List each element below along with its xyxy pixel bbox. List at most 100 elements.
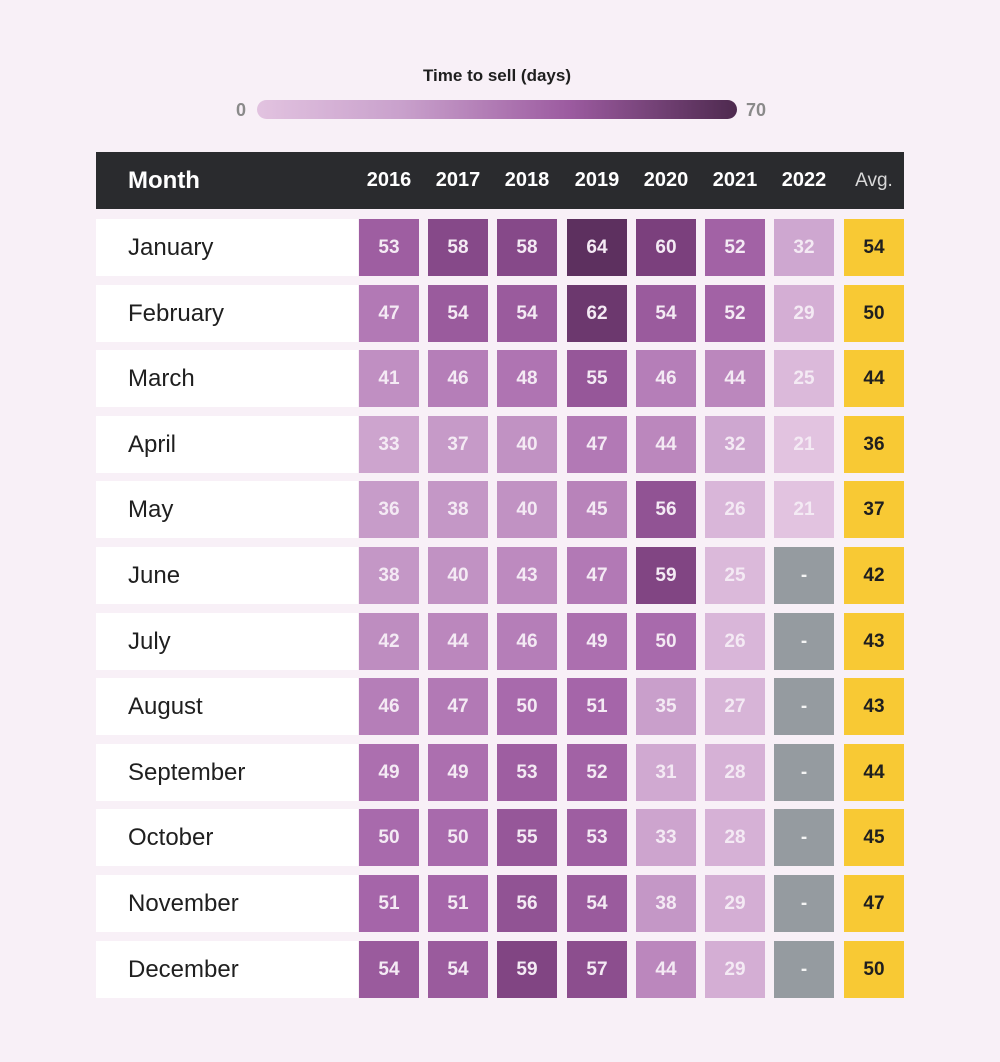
heatmap-cell-february-2016: 47 — [359, 285, 419, 342]
month-label: June — [128, 562, 181, 589]
heatmap-cell-november-2019: 54 — [567, 875, 627, 932]
heatmap-cell-april-2022: 21 — [774, 416, 834, 473]
month-label: July — [128, 628, 171, 655]
header-year-2022: 2022 — [781, 169, 827, 191]
heatmap-cell-november-2017: 51 — [428, 875, 488, 932]
heatmap-cell-may-2018: 40 — [497, 481, 557, 538]
heatmap-cell-july-2020: 50 — [636, 613, 696, 670]
heatmap-cell-march-2017: 46 — [428, 350, 488, 407]
heatmap-cell-june-2017: 40 — [428, 547, 488, 604]
table-row-may: May — [96, 481, 358, 538]
header-year-2021: 2021 — [712, 169, 758, 191]
heatmap-cell-december-2018: 59 — [497, 941, 557, 998]
heatmap-cell-january-2022: 32 — [774, 219, 834, 276]
legend-min-label: 0 — [236, 100, 247, 120]
average-cell-august: 43 — [844, 678, 904, 735]
legend-max-label: 70 — [746, 100, 767, 120]
heatmap-cell-july-2022: - — [774, 613, 834, 670]
heatmap-cell-august-2022: - — [774, 678, 834, 735]
heatmap-cell-october-2018: 55 — [497, 809, 557, 866]
heatmap-cell-june-2020: 59 — [636, 547, 696, 604]
heatmap-cell-april-2021: 32 — [705, 416, 765, 473]
heatmap-cell-march-2018: 48 — [497, 350, 557, 407]
heatmap-cell-june-2021: 25 — [705, 547, 765, 604]
heatmap-cell-october-2016: 50 — [359, 809, 419, 866]
header-year-2018: 2018 — [504, 169, 550, 191]
table-row-june: June — [96, 547, 358, 604]
average-cell-may: 37 — [844, 481, 904, 538]
heatmap-cell-april-2018: 40 — [497, 416, 557, 473]
month-label: September — [128, 759, 246, 786]
heatmap-cell-july-2016: 42 — [359, 613, 419, 670]
table-row-february: February — [96, 285, 358, 342]
heatmap-cell-november-2016: 51 — [359, 875, 419, 932]
table-row-november: November — [96, 875, 358, 932]
heatmap-cell-april-2019: 47 — [567, 416, 627, 473]
average-cell-february: 50 — [844, 285, 904, 342]
table-row-july: July — [96, 613, 358, 670]
heatmap-cell-april-2020: 44 — [636, 416, 696, 473]
month-label: January — [128, 234, 214, 261]
heatmap-cell-june-2016: 38 — [359, 547, 419, 604]
legend-color-bar — [257, 100, 737, 119]
header-year-2017: 2017 — [435, 169, 481, 191]
heatmap-cell-june-2018: 43 — [497, 547, 557, 604]
heatmap-cell-august-2020: 35 — [636, 678, 696, 735]
table-row-january: January — [96, 219, 358, 276]
heatmap-cell-september-2021: 28 — [705, 744, 765, 801]
table-row-march: March — [96, 350, 358, 407]
heatmap-cell-september-2020: 31 — [636, 744, 696, 801]
heatmap-cell-september-2017: 49 — [428, 744, 488, 801]
heatmap-cell-january-2020: 60 — [636, 219, 696, 276]
heatmap-cell-december-2022: - — [774, 941, 834, 998]
heatmap-cell-may-2020: 56 — [636, 481, 696, 538]
average-cell-october: 45 — [844, 809, 904, 866]
month-label: March — [128, 365, 195, 392]
heatmap-cell-january-2018: 58 — [497, 219, 557, 276]
heatmap-cell-april-2017: 37 — [428, 416, 488, 473]
heatmap-cell-january-2017: 58 — [428, 219, 488, 276]
heatmap-cell-august-2016: 46 — [359, 678, 419, 735]
table-row-april: April — [96, 416, 358, 473]
heatmap-cell-february-2020: 54 — [636, 285, 696, 342]
month-label: February — [128, 300, 225, 327]
month-label: October — [128, 824, 214, 851]
heatmap-cell-september-2018: 53 — [497, 744, 557, 801]
heatmap-cell-february-2017: 54 — [428, 285, 488, 342]
heatmap-cell-november-2022: - — [774, 875, 834, 932]
header-year-2020: 2020 — [643, 169, 689, 191]
heatmap-cell-september-2016: 49 — [359, 744, 419, 801]
header-year-2016: 2016 — [366, 169, 412, 191]
heatmap-cell-july-2021: 26 — [705, 613, 765, 670]
header-year-2019: 2019 — [574, 169, 620, 191]
heatmap-cell-october-2019: 53 — [567, 809, 627, 866]
average-cell-june: 42 — [844, 547, 904, 604]
heatmap-cell-december-2016: 54 — [359, 941, 419, 998]
month-label: November — [128, 890, 239, 917]
heatmap-cell-january-2021: 52 — [705, 219, 765, 276]
heatmap-cell-march-2016: 41 — [359, 350, 419, 407]
heatmap-cell-december-2021: 29 — [705, 941, 765, 998]
average-cell-september: 44 — [844, 744, 904, 801]
month-label: April — [128, 431, 177, 458]
average-cell-november: 47 — [844, 875, 904, 932]
month-label: December — [128, 956, 239, 983]
heatmap-cell-april-2016: 33 — [359, 416, 419, 473]
heatmap-cell-august-2019: 51 — [567, 678, 627, 735]
legend-title: Time to sell (days) — [422, 66, 571, 85]
heatmap-cell-january-2016: 53 — [359, 219, 419, 276]
month-label: May — [128, 496, 174, 523]
heatmap-cell-november-2018: 56 — [497, 875, 557, 932]
heatmap-cell-february-2022: 29 — [774, 285, 834, 342]
heatmap-cell-march-2019: 55 — [567, 350, 627, 407]
heatmap-cell-july-2017: 44 — [428, 613, 488, 670]
header-avg: Avg. — [855, 170, 893, 191]
heatmap-cell-october-2021: 28 — [705, 809, 765, 866]
heatmap-cell-december-2017: 54 — [428, 941, 488, 998]
heatmap-cell-september-2022: - — [774, 744, 834, 801]
heatmap-cell-october-2020: 33 — [636, 809, 696, 866]
heatmap-cell-june-2022: - — [774, 547, 834, 604]
heatmap-cell-may-2022: 21 — [774, 481, 834, 538]
heatmap-cell-march-2022: 25 — [774, 350, 834, 407]
heatmap-cell-may-2019: 45 — [567, 481, 627, 538]
